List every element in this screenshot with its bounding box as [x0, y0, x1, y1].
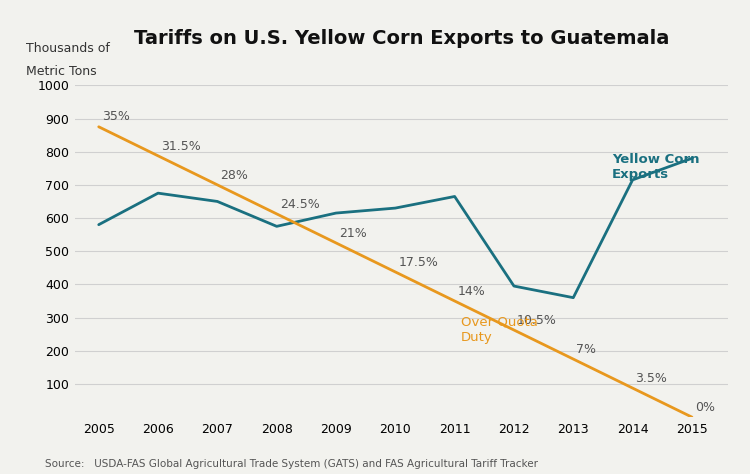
Text: 28%: 28% — [220, 169, 248, 182]
Text: Thousands of: Thousands of — [26, 42, 110, 55]
Text: 14%: 14% — [458, 285, 485, 298]
Text: 35%: 35% — [102, 110, 130, 124]
Text: 17.5%: 17.5% — [398, 255, 438, 269]
Text: 31.5%: 31.5% — [161, 139, 201, 153]
Text: 24.5%: 24.5% — [280, 198, 320, 210]
Text: Source:   USDA-FAS Global Agricultural Trade System (GATS) and FAS Agricultural : Source: USDA-FAS Global Agricultural Tra… — [45, 459, 538, 469]
Text: 21%: 21% — [339, 227, 367, 240]
Text: 3.5%: 3.5% — [635, 372, 668, 385]
Text: 7%: 7% — [576, 343, 596, 356]
Text: 10.5%: 10.5% — [517, 314, 556, 327]
Text: Metric Tons: Metric Tons — [26, 65, 97, 78]
Text: Over Quota
Duty: Over Quota Duty — [460, 316, 538, 344]
Text: 0%: 0% — [695, 401, 715, 414]
Text: Yellow Corn
Exports: Yellow Corn Exports — [612, 153, 699, 181]
Title: Tariffs on U.S. Yellow Corn Exports to Guatemala: Tariffs on U.S. Yellow Corn Exports to G… — [134, 28, 669, 48]
